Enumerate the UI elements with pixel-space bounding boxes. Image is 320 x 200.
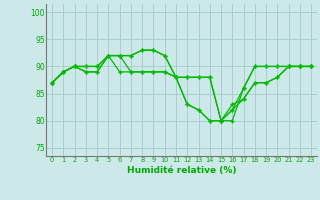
X-axis label: Humidité relative (%): Humidité relative (%) [127, 166, 236, 175]
